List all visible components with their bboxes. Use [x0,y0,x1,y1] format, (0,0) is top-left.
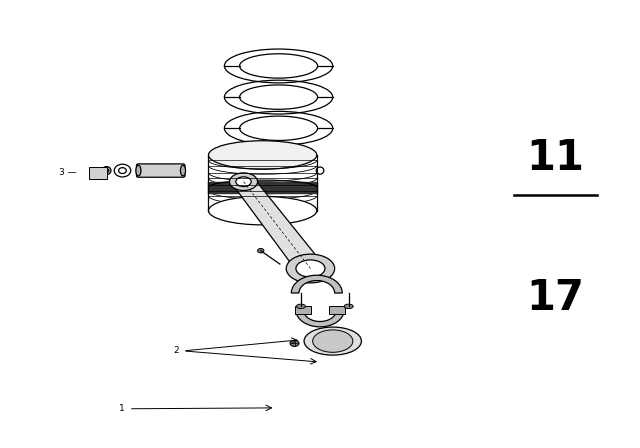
Ellipse shape [296,260,325,277]
Ellipse shape [313,330,353,352]
Wedge shape [291,275,342,293]
Bar [330,306,344,314]
Ellipse shape [114,164,131,177]
Ellipse shape [286,254,335,283]
Text: 3 —: 3 — [59,168,76,177]
Ellipse shape [257,249,264,253]
Bar [296,306,310,314]
Ellipse shape [209,196,317,225]
Ellipse shape [304,327,362,355]
Ellipse shape [209,141,317,169]
Text: 1: 1 [119,404,125,413]
Text: 17: 17 [527,277,585,319]
Ellipse shape [316,167,324,174]
Ellipse shape [104,168,109,172]
Ellipse shape [239,116,317,141]
Ellipse shape [236,177,252,186]
Text: 2: 2 [173,346,179,355]
Ellipse shape [102,167,111,175]
Ellipse shape [136,165,141,176]
FancyBboxPatch shape [136,164,185,177]
Ellipse shape [230,173,257,190]
Ellipse shape [118,168,126,173]
Ellipse shape [239,85,317,109]
Bar [90,168,107,179]
Ellipse shape [296,304,305,309]
Wedge shape [296,311,344,327]
Polygon shape [234,178,323,273]
Ellipse shape [344,304,353,309]
Ellipse shape [180,165,186,176]
Ellipse shape [290,340,299,346]
Ellipse shape [239,54,317,78]
Text: 11: 11 [527,138,585,180]
